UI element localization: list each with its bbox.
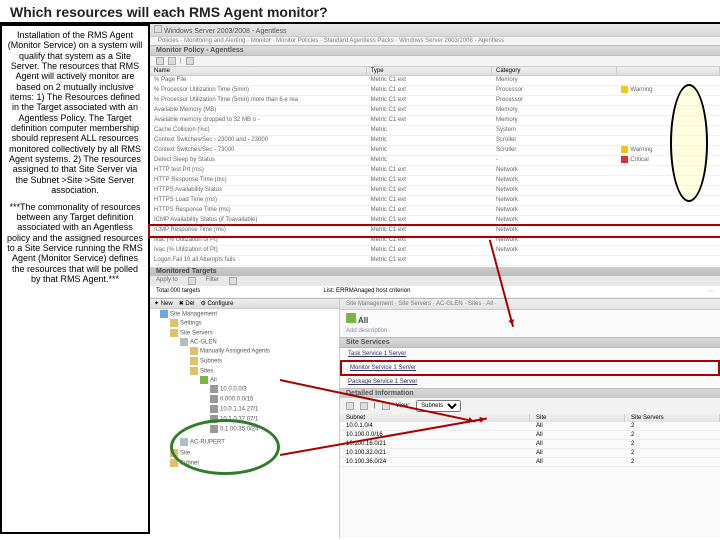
monitored-targets-header: Monitored Targets bbox=[150, 267, 720, 276]
col-subnet[interactable]: Subnet bbox=[340, 414, 530, 422]
metric-row[interactable]: Context Switches/Sec - 23000 and - 23000… bbox=[150, 136, 720, 146]
metric-row[interactable]: % Processor Utilization Time (5min) more… bbox=[150, 96, 720, 106]
package-service-row[interactable]: Package Service 1 Server bbox=[340, 376, 720, 388]
list-label: List: ERRMAnaged host criterion bbox=[323, 288, 602, 295]
breadcrumb: Policies · Monitoring and Alerting · Mon… bbox=[150, 37, 720, 45]
metric-row[interactable]: HTTP Response Time (ms)Metric C1 extNetw… bbox=[150, 176, 720, 186]
col-siteservers[interactable]: Site Servers bbox=[625, 414, 720, 422]
screenshot-area: Windows Server 2003/2008 - Agentless Pol… bbox=[150, 24, 720, 534]
filter-label: Filter bbox=[206, 277, 219, 285]
refresh-icon[interactable] bbox=[186, 57, 194, 65]
target-icon[interactable] bbox=[188, 277, 196, 285]
metric-row[interactable]: ICMP Response Time (ms)Metric C1 extNetw… bbox=[150, 226, 720, 236]
sidebar-para-1: Installation of the RMS Agent (Monitor S… bbox=[6, 30, 144, 196]
add-icon2[interactable] bbox=[360, 402, 368, 410]
metric-row[interactable]: Available Memory (MB)Metric C1 extMemory bbox=[150, 106, 720, 116]
tree-del[interactable]: ✖ Del bbox=[179, 300, 195, 307]
tree-sub2[interactable]: 0.000.0.0/15 bbox=[210, 394, 339, 404]
metric-row[interactable]: Cache Collision (%c)MetricSystem bbox=[150, 126, 720, 136]
metric-row[interactable]: HTTPS Availability StatusMetric C1 extNe… bbox=[150, 186, 720, 196]
metric-row[interactable]: Ivac (% Utilization of Pt)Metric C1 extN… bbox=[150, 246, 720, 256]
tree-new[interactable]: ✦ New bbox=[154, 300, 173, 307]
apply-to-label: Apply to bbox=[156, 277, 178, 285]
col-type[interactable]: Type bbox=[367, 67, 492, 75]
metrics-toolbar: | bbox=[150, 56, 720, 67]
detail-title: All Add description bbox=[340, 310, 720, 337]
filter-icon[interactable] bbox=[229, 277, 237, 285]
metric-row[interactable]: Context Switches/Sec - 73000MetricScroll… bbox=[150, 146, 720, 156]
metric-row[interactable]: Available memory dropped to 32 MB o -Met… bbox=[150, 116, 720, 126]
metrics-table: Name Type Category % Page FileMetric C1 … bbox=[150, 67, 720, 266]
metric-row[interactable]: HTTP test Prt (ms)Metric C1 extNetwork bbox=[150, 166, 720, 176]
col-site[interactable]: Site bbox=[530, 414, 625, 422]
detailed-info-header: Detailed Information bbox=[340, 388, 720, 398]
monitored-row: Total 000 targets List: ERRMAnaged host … bbox=[150, 286, 720, 298]
tree-panel: ✦ New ✖ Del ⚙ Configure Site Management … bbox=[150, 299, 340, 538]
task-service-row[interactable]: Task Service 1 Server bbox=[340, 348, 720, 360]
add-icon[interactable] bbox=[156, 57, 164, 65]
policy-header: Monitor Policy - Agentless bbox=[150, 45, 720, 56]
metric-row[interactable]: % Page FileMetric C1 extMemory bbox=[150, 76, 720, 86]
metric-row[interactable]: HTTPS Response Time (ms)Metric C1 extNet… bbox=[150, 206, 720, 216]
subnet-row[interactable]: 10.100.32.0/21All2 bbox=[340, 449, 720, 458]
col-category[interactable]: Category bbox=[492, 67, 617, 75]
window-icon bbox=[154, 25, 162, 33]
total-label: Total 000 targets bbox=[156, 288, 323, 295]
metric-row[interactable]: Logon Fail 10 all Attempts failsMetric C… bbox=[150, 256, 720, 266]
tree-manually[interactable]: Manually Assigned Agents bbox=[190, 346, 339, 356]
metric-row[interactable]: % Processor Utilization Time (5min)Metri… bbox=[150, 86, 720, 96]
tree-subnets[interactable]: Subnets bbox=[190, 356, 339, 366]
monitor-service-row[interactable]: Monitor Service 1 Server bbox=[340, 360, 720, 376]
status-highlight-ellipse bbox=[670, 84, 708, 202]
metric-row[interactable]: Ivac (% Utilization of Pt)Metric C1 extN… bbox=[150, 236, 720, 246]
metric-row[interactable]: HTTPS Load Time (ms)Metric C1 extNetwork bbox=[150, 196, 720, 206]
sidebar-para-2: ***The commonality of resources between … bbox=[6, 202, 144, 285]
subnet-row[interactable]: 10.100.36.0/24All2 bbox=[340, 458, 720, 467]
explanation-sidebar: Installation of the RMS Agent (Monitor S… bbox=[0, 24, 150, 534]
edit-icon[interactable] bbox=[168, 57, 176, 65]
grid-icon[interactable] bbox=[346, 402, 354, 410]
detail-panel: Site Management · Site Servers · AC-GLEN… bbox=[340, 299, 720, 538]
subnet-row[interactable]: 10.0.1.0/4All2 bbox=[340, 422, 720, 431]
site-services-header: Site Services bbox=[340, 337, 720, 348]
tree-configure[interactable]: ⚙ Configure bbox=[200, 300, 233, 307]
add-description-link[interactable]: Add description bbox=[346, 328, 387, 334]
tree-settings[interactable]: Settings bbox=[170, 318, 339, 328]
metric-row[interactable]: Detect Sleep by StatusMetric-Critical bbox=[150, 156, 720, 166]
tree-sub3[interactable]: 10.0.1.14.27/1 bbox=[210, 404, 339, 414]
page-title: Which resources will each RMS Agent moni… bbox=[0, 0, 720, 24]
window-title: Windows Server 2003/2008 - Agentless bbox=[150, 24, 720, 37]
tree-highlight-ellipse bbox=[170, 419, 280, 475]
monitored-toolbar: Apply to Filter bbox=[150, 276, 720, 286]
subnet-row[interactable]: 10.100.16.0/21All2 bbox=[340, 440, 720, 449]
metric-row[interactable]: ICMP Availability Status (if Toavailable… bbox=[150, 216, 720, 226]
col-status[interactable] bbox=[617, 67, 720, 75]
detail-breadcrumb: Site Management · Site Servers · AC-GLEN… bbox=[340, 299, 720, 310]
col-name[interactable]: Name bbox=[150, 67, 367, 75]
